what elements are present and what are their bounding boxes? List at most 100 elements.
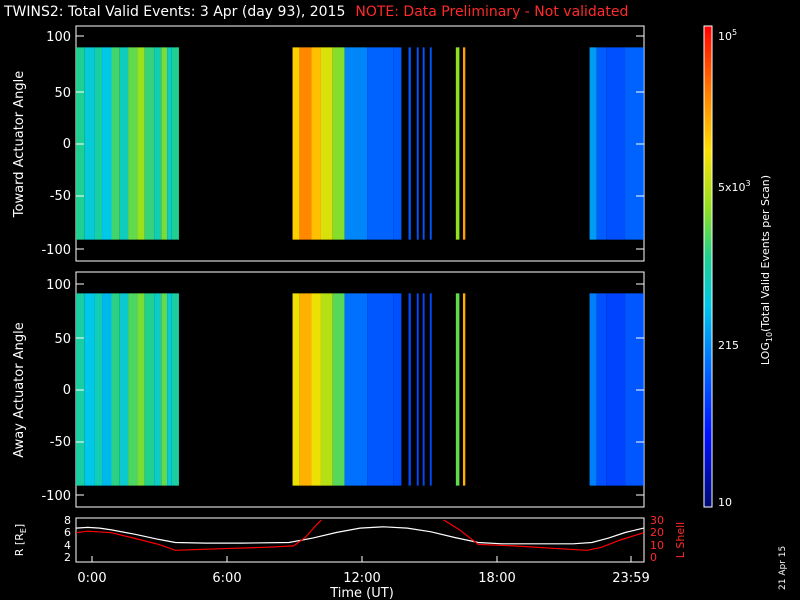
heatmap-cell	[422, 293, 425, 486]
heatmap-cell	[171, 47, 179, 240]
bottom-ytick: -100	[41, 489, 71, 504]
heatmap-cell	[393, 47, 402, 240]
heatmap-cell	[102, 293, 112, 486]
colorbar-tick: 215	[718, 339, 739, 352]
heatmap-cell	[292, 47, 300, 240]
orbit-ytick: 4	[64, 539, 71, 552]
heatmap-cell	[167, 47, 172, 240]
orbit-panel-frame	[75, 517, 645, 563]
heatmap-cell	[596, 293, 607, 486]
heatmap-cell	[119, 293, 129, 486]
bottom-heatmap	[76, 293, 644, 486]
heatmap-cell	[154, 293, 162, 486]
heatmap-cell	[137, 293, 145, 486]
xaxis-label: Time (UT)	[329, 586, 394, 600]
heatmap-cell	[408, 293, 411, 486]
heatmap-cell	[154, 47, 162, 240]
colorbar-ticks: 105 5x103 215 10	[718, 28, 751, 509]
xtick: 12:00	[343, 571, 380, 586]
orbit-y2label: L Shell	[674, 522, 687, 558]
bottom-ytick: -50	[50, 435, 71, 450]
bottom-ytick: 0	[63, 383, 71, 398]
lshell-line	[442, 520, 644, 551]
heatmap-cell	[299, 293, 312, 486]
heatmap-cell	[429, 47, 432, 240]
lshell-line	[76, 520, 322, 551]
heatmap-cell	[367, 293, 394, 486]
title-note: NOTE: Data Preliminary - Not validated	[355, 4, 629, 20]
orbit-y2axis: 30 20 10 0	[650, 514, 664, 564]
orbit-y2tick: 30	[650, 514, 664, 527]
heatmap-cell	[625, 47, 644, 240]
bottom-ytick: 50	[54, 332, 71, 347]
xtick: 23:59	[612, 571, 649, 586]
top-ytick: 0	[63, 137, 71, 152]
colorbar	[703, 25, 713, 508]
heatmap-cell	[596, 47, 607, 240]
heatmap-cell	[292, 293, 300, 486]
orbit-ytick: 2	[64, 551, 71, 564]
orbit-ytick: 8	[64, 514, 71, 527]
heatmap-cell	[144, 293, 155, 486]
heatmap-cell	[416, 293, 419, 486]
heatmap-cell	[311, 47, 321, 240]
heatmap-cell	[161, 47, 168, 240]
bottom-ylabel: Away Actuator Angle	[12, 322, 27, 457]
heatmap-cell	[416, 47, 419, 240]
heatmap-cell	[625, 293, 644, 486]
bottom-yaxis: 100 50 0 -50 -100	[41, 278, 71, 504]
heatmap-cell	[429, 293, 432, 486]
heatmap-cell	[84, 47, 95, 240]
orbit-y2tick: 0	[650, 551, 657, 564]
chart-title: TWINS2: Total Valid Events: 3 Apr (day 9…	[4, 4, 628, 20]
heatmap-cell	[299, 47, 312, 240]
heatmap-cell	[102, 47, 112, 240]
heatmap-cell	[367, 47, 394, 240]
heatmap-cell	[344, 47, 368, 240]
heatmap-cell	[455, 47, 460, 240]
heatmap-cell	[320, 47, 333, 240]
top-ytick: -50	[50, 189, 71, 204]
top-ytick: -100	[41, 243, 71, 258]
orbit-ylabel: R [RE]	[13, 524, 28, 556]
heatmap-cell	[167, 293, 172, 486]
heatmap-cell	[606, 293, 626, 486]
heatmap-cell	[422, 47, 425, 240]
heatmap-cell	[393, 293, 402, 486]
colorbar-tick: 10	[718, 496, 732, 509]
heatmap-cell	[111, 47, 120, 240]
xaxis: 0:00 6:00 12:00 18:00 23:59	[77, 571, 649, 586]
date-stamp: 21 Apr 15	[778, 545, 788, 590]
heatmap-cell	[119, 47, 129, 240]
colorbar-tick: 105	[718, 28, 737, 43]
heatmap-cell	[84, 293, 95, 486]
top-ylabel: Toward Actuator Angle	[12, 71, 27, 218]
heatmap-cell	[171, 293, 179, 486]
heatmap-cell	[344, 293, 368, 486]
top-yaxis: 100 50 0 -50 -100	[41, 30, 71, 258]
heatmap-cell	[311, 293, 321, 486]
top-heatmap	[76, 47, 644, 240]
heatmap-cell	[94, 47, 103, 240]
heatmap-cell	[332, 47, 345, 240]
heatmap-cell	[606, 47, 626, 240]
bottom-ytick: 100	[46, 278, 71, 293]
heatmap-cell	[455, 293, 460, 486]
heatmap-cell	[462, 293, 466, 486]
heatmap-cell	[111, 293, 120, 486]
heatmap-cell	[94, 293, 103, 486]
xtick: 6:00	[212, 571, 241, 586]
colorbar-tick: 5x103	[718, 179, 751, 194]
xtick: 18:00	[478, 571, 515, 586]
heatmap-cell	[462, 47, 466, 240]
colorbar-label: LOG10(Total Valid Events per Scan)	[759, 175, 774, 365]
orbit-y2tick: 10	[650, 539, 664, 552]
orbit-lines	[76, 520, 644, 551]
top-ytick: 100	[46, 30, 71, 45]
heatmap-cell	[320, 293, 333, 486]
heatmap-cell	[408, 47, 411, 240]
heatmap-cell	[332, 293, 345, 486]
orbit-y2tick: 20	[650, 526, 664, 539]
heatmap-cell	[589, 47, 597, 240]
